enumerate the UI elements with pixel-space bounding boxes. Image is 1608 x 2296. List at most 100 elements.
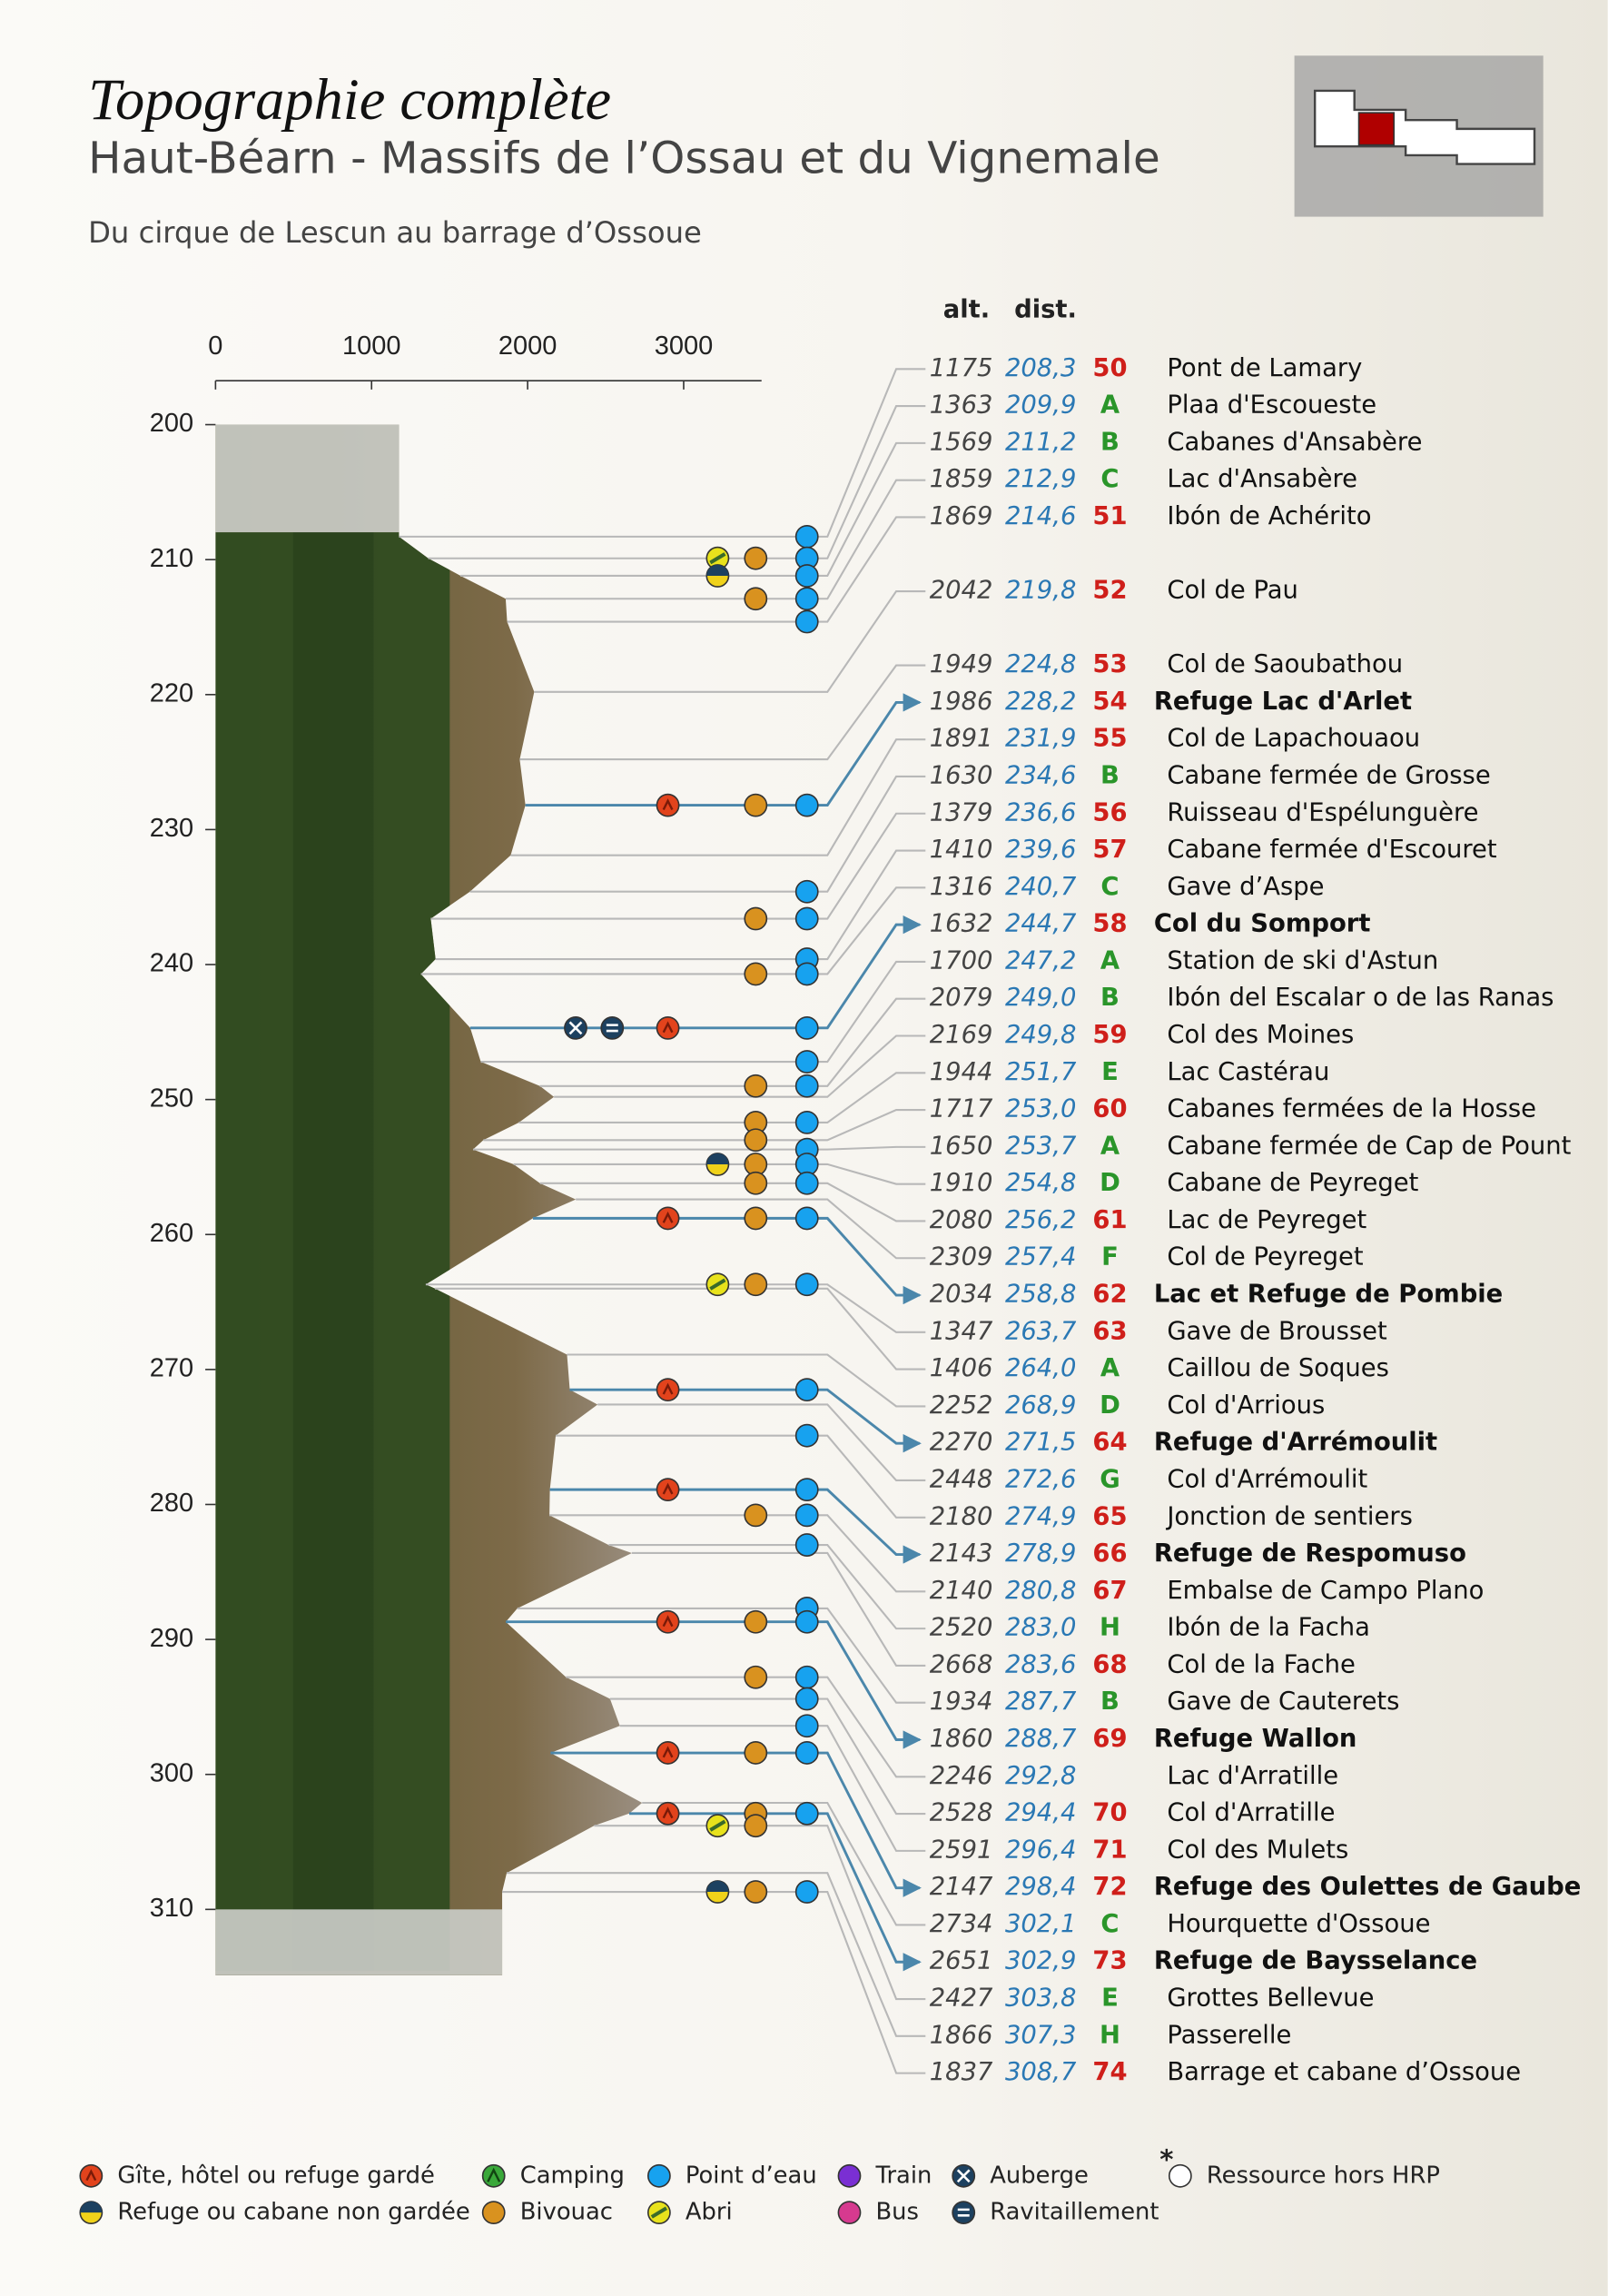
row-ref: 61 — [1092, 1206, 1127, 1234]
title: Topographie complète — [88, 67, 611, 132]
icon-w — [794, 609, 819, 634]
route: Du cirque de Lescun au barrage d’Ossoue — [88, 215, 702, 250]
row-ref: 53 — [1092, 650, 1127, 678]
row-dist: 236,6 — [1005, 798, 1076, 826]
row-dist: 249,8 — [1005, 1021, 1076, 1049]
distance-tick-label: 280 — [150, 1489, 193, 1518]
row-dist: 278,9 — [1005, 1539, 1076, 1568]
row-ref: C — [1100, 1910, 1119, 1938]
row-name: Ibón del Escalar o de las Ranas — [1167, 984, 1554, 1012]
row-name: Cabanes fermées de la Hosse — [1167, 1095, 1536, 1123]
connector — [507, 516, 926, 623]
icon-w — [794, 1741, 819, 1765]
row-name: Refuge des Oulettes de Gaube — [1154, 1873, 1582, 1901]
icon-g — [656, 1478, 680, 1502]
row-ref: 58 — [1092, 910, 1127, 938]
connector — [642, 1801, 926, 1926]
row-name: Cabane fermée de Cap de Pount — [1167, 1132, 1571, 1160]
row-dist: 228,2 — [1005, 688, 1076, 716]
icon-w — [794, 906, 819, 931]
row-alt: 1410 — [930, 836, 993, 864]
row-ref: F — [1101, 1243, 1119, 1272]
row-name: Col du Somport — [1154, 910, 1371, 938]
icon-w — [794, 587, 819, 611]
connector — [619, 1725, 926, 1852]
row-dist: 212,9 — [1005, 465, 1076, 493]
icons — [564, 525, 819, 1904]
icon-g — [656, 1741, 680, 1765]
row-ref: 71 — [1092, 1836, 1127, 1864]
row-ref: E — [1101, 1984, 1119, 2013]
connector — [435, 849, 926, 961]
icon-c — [481, 2163, 506, 2188]
row-dist: 240,7 — [1005, 873, 1077, 901]
connectors — [399, 368, 926, 2074]
icon-w — [794, 1478, 819, 1502]
icon-b — [744, 1741, 768, 1765]
row-dist: 209,9 — [1005, 391, 1076, 420]
row-ref: 54 — [1092, 688, 1127, 716]
connector — [483, 1109, 926, 1142]
row-alt: 1363 — [930, 391, 993, 420]
icon-w — [646, 2163, 671, 2188]
row-alt: 2520 — [930, 1614, 993, 1642]
row-alt: 2147 — [930, 1873, 993, 1901]
icon-w — [794, 1206, 819, 1231]
legend-label: Bivouac — [520, 2199, 613, 2226]
row-ref: B — [1100, 428, 1120, 456]
row-name: Cabane de Peyreget — [1167, 1169, 1418, 1197]
row-alt: 2080 — [930, 1206, 993, 1234]
row-ref: 72 — [1092, 1873, 1127, 1901]
icon-b — [744, 1206, 768, 1231]
row-alt: 1986 — [930, 688, 993, 716]
icon-t — [837, 2163, 862, 2188]
icon-w — [794, 1714, 819, 1738]
row-ref: 74 — [1092, 2058, 1127, 2086]
row-name: Col de Pau — [1167, 577, 1298, 605]
icon-w — [794, 1423, 819, 1448]
row-dist: 214,6 — [1005, 502, 1076, 530]
connector — [567, 1353, 926, 1408]
row-name: Ruisseau d'Espélunguère — [1167, 798, 1478, 826]
row-name: Col des Moines — [1167, 1021, 1354, 1049]
icon-g — [656, 1378, 680, 1402]
icon-w — [794, 1272, 819, 1297]
row-alt: 1944 — [930, 1058, 993, 1086]
icon-w — [794, 1665, 819, 1689]
distance-tick-label: 260 — [150, 1219, 193, 1248]
connector — [608, 1544, 926, 1630]
connector — [513, 1163, 926, 1185]
icon-b — [744, 1272, 768, 1297]
row-name: Caillou de Soques — [1167, 1354, 1389, 1382]
row-ref: 56 — [1092, 798, 1127, 826]
row-ref: 64 — [1092, 1429, 1127, 1457]
icon-w — [794, 1171, 819, 1195]
row-name: Lac et Refuge de Pombie — [1154, 1281, 1503, 1309]
row-dist: 263,7 — [1005, 1317, 1077, 1345]
icon-w — [794, 525, 819, 549]
row-dist: 249,0 — [1005, 984, 1076, 1012]
row-alt: 1347 — [930, 1317, 993, 1345]
icon-b — [744, 1128, 768, 1153]
distance-tick-label: 200 — [150, 409, 193, 438]
forest-band — [215, 532, 450, 1972]
inset-highlight — [1357, 112, 1396, 146]
row-alt: 2427 — [930, 1984, 993, 2013]
row-ref: C — [1100, 465, 1119, 493]
connector — [469, 775, 926, 893]
connector — [399, 368, 926, 538]
row-alt: 1632 — [930, 910, 993, 938]
icon-a — [646, 2201, 671, 2224]
refuge-connector — [550, 1751, 922, 1897]
row-ref: H — [1100, 2021, 1120, 2049]
row-alt: 2528 — [930, 1799, 993, 1827]
icon-b — [744, 793, 768, 817]
row-name: Col d'Arrious — [1167, 1391, 1325, 1420]
icon-w — [794, 879, 819, 904]
row-alt: 1869 — [930, 502, 993, 530]
icon-g — [656, 1801, 680, 1826]
connector — [428, 405, 926, 559]
icon-g — [656, 1609, 680, 1634]
refuge-connector — [569, 1388, 922, 1453]
